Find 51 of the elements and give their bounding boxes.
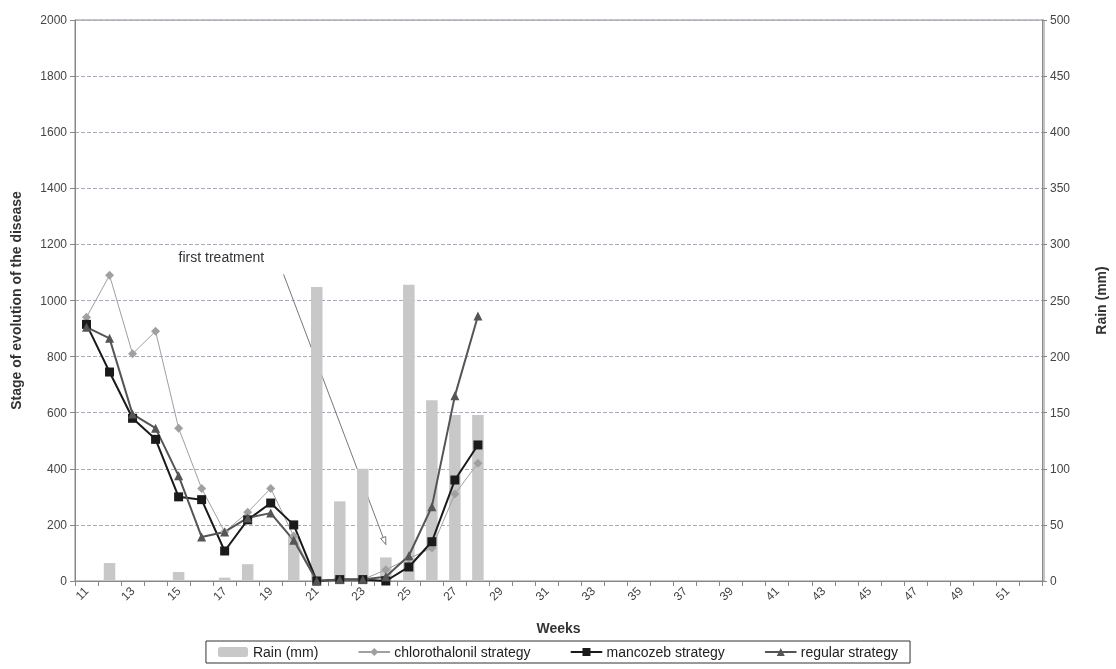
x-tick-label: 19: [256, 583, 276, 604]
x-axis-title: Weeks: [536, 620, 581, 636]
y2-tick-label: 250: [1050, 293, 1071, 308]
y2-tick-label: 350: [1050, 181, 1071, 196]
x-tick-label: 13: [118, 583, 138, 604]
y2-tick-label: 200: [1050, 349, 1071, 364]
y-tick-label: 800: [46, 349, 68, 364]
y-tick-label: 0: [60, 574, 68, 588]
x-tick-label: 47: [900, 583, 921, 604]
annotation: first treatment: [178, 249, 265, 266]
y-tick-label: 1600: [40, 125, 68, 140]
x-tick-label: 15: [164, 583, 184, 604]
y-tick-label: 2000: [40, 13, 68, 27]
x-tick-label: 35: [624, 583, 645, 604]
y-tick-label: 400: [46, 461, 68, 476]
legend-label: Rain (mm): [252, 644, 319, 660]
x-tick-label: 25: [394, 583, 415, 604]
x-tick-label: 17: [210, 583, 230, 604]
legend-label: chlorothalonil strategy: [394, 644, 531, 660]
y2-axis-title: Rain (mm): [1093, 266, 1109, 335]
x-tick-label: 29: [486, 583, 507, 604]
y2-tick-label: 150: [1050, 405, 1071, 420]
x-tick-label: 41: [762, 583, 783, 604]
x-tick-label: 49: [947, 583, 967, 604]
y2-tick-label: 300: [1050, 237, 1071, 252]
y2-tick-label: 0: [1050, 574, 1057, 588]
x-tick-label: 37: [670, 583, 691, 604]
y2-tick-label: 100: [1050, 461, 1071, 476]
y-tick-label: 200: [46, 517, 68, 532]
x-tick-label: 27: [440, 583, 461, 604]
x-tick-label: 39: [716, 583, 737, 604]
y-axis-title: Stage of evolution of the disease: [8, 190, 24, 410]
y2-tick-label: 400: [1050, 125, 1071, 140]
y2-tick-label: 50: [1050, 517, 1064, 532]
legend-label: mancozeb strategy: [606, 644, 725, 660]
x-tick-label: 23: [348, 583, 368, 604]
x-tick-label: 31: [532, 583, 553, 604]
y2-tick-label: 500: [1050, 13, 1071, 27]
x-tick-label: 33: [578, 583, 599, 604]
y-tick-label: 1000: [40, 293, 68, 308]
y-tick-label: 1200: [40, 237, 68, 252]
y-tick-label: 1400: [40, 181, 68, 196]
x-tick-label: 11: [72, 583, 92, 603]
y-tick-label: 600: [46, 405, 68, 420]
x-tick-label: 51: [993, 583, 1013, 604]
x-tick-label: 45: [854, 583, 875, 604]
x-tick-label: 43: [808, 583, 829, 604]
y-tick-label: 1800: [40, 69, 68, 84]
legend-label: regular strategy: [800, 644, 899, 660]
x-tick-label: 21: [302, 583, 322, 604]
y2-tick-label: 450: [1050, 69, 1071, 84]
